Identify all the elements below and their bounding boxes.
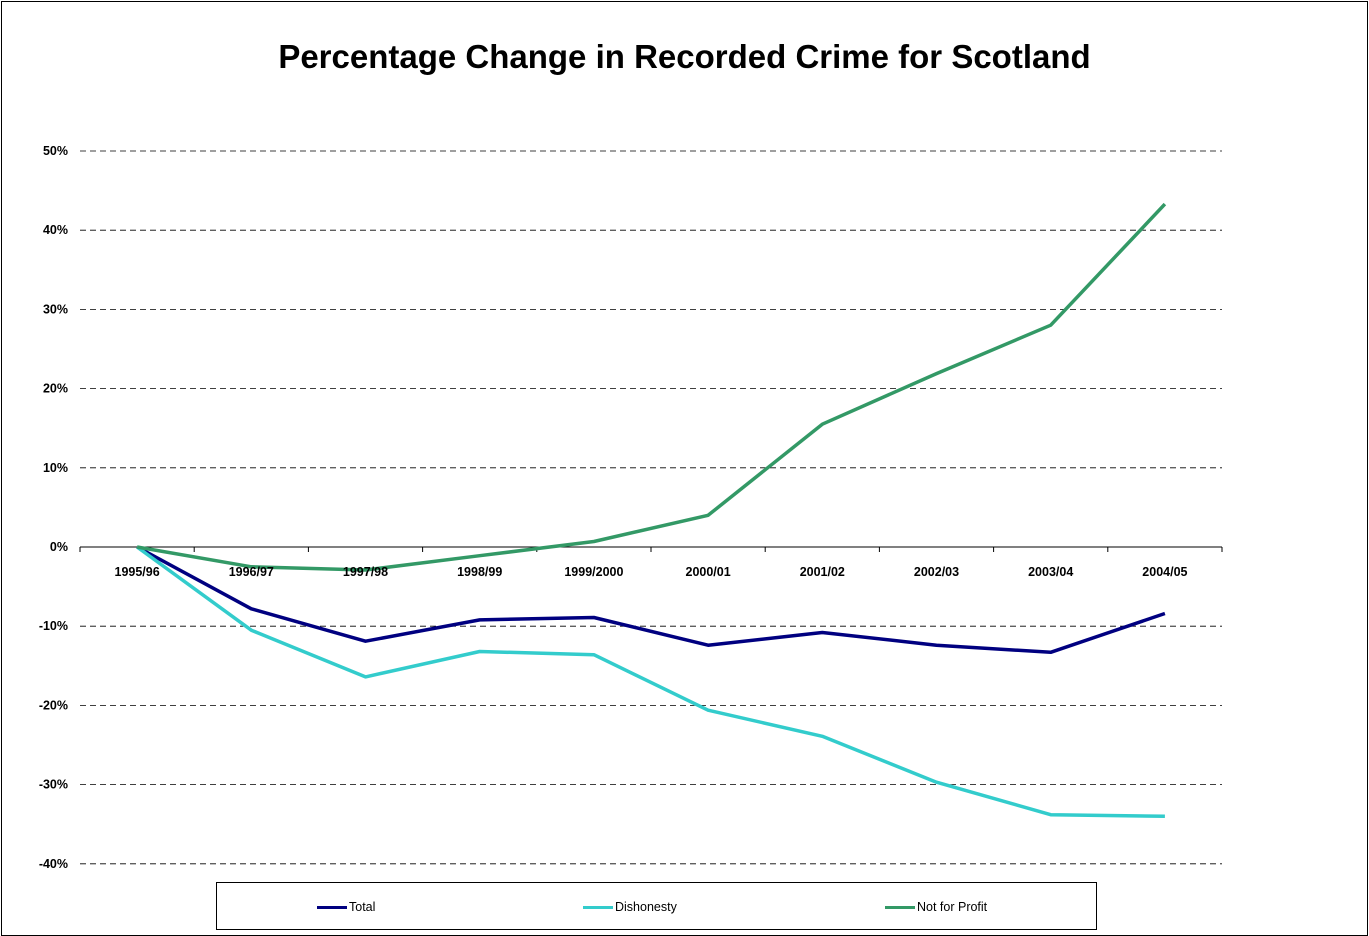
x-tick-label: 1996/97 xyxy=(229,565,274,579)
x-tick-label: 2003/04 xyxy=(1028,565,1073,579)
axes xyxy=(79,546,1223,552)
series-line-not-for-profit xyxy=(136,202,1167,572)
y-tick-label: 40% xyxy=(43,223,68,237)
chart-title: Percentage Change in Recorded Crime for … xyxy=(278,38,1091,75)
legend-item-dishonesty: Dishonesty xyxy=(583,899,677,915)
y-axis-tick-labels: 50% 40% 30% 20% 10% 0% -10% -20% -30% -40% xyxy=(39,144,68,871)
legend-item-not-for-profit: Not for Profit xyxy=(885,899,987,915)
legend-label-not-for-profit: Not for Profit xyxy=(917,900,988,914)
legend-swatch-not-for-profit xyxy=(885,905,915,909)
x-tick-label: 2001/02 xyxy=(800,565,845,579)
legend: Total Dishonesty Not for Profit xyxy=(216,882,1097,930)
y-tick-label: 10% xyxy=(43,461,68,475)
y-tick-label: 20% xyxy=(43,382,68,396)
y-tick-label: -40% xyxy=(39,857,68,871)
series-line-dishonesty xyxy=(136,545,1165,819)
y-tick-label: 0% xyxy=(50,540,68,554)
x-tick-label: 1995/96 xyxy=(115,565,160,579)
legend-label-total: Total xyxy=(349,900,376,914)
y-tick-label: 50% xyxy=(43,144,68,158)
series-line-total xyxy=(136,545,1166,655)
y-tick-label: -10% xyxy=(39,619,68,633)
y-tick-label: -30% xyxy=(39,778,68,792)
y-tick-label: -20% xyxy=(39,698,68,712)
series-lines xyxy=(136,202,1167,819)
x-tick-label: 1997/98 xyxy=(343,565,388,579)
x-tick-label: 1998/99 xyxy=(457,565,502,579)
x-tick-label: 2000/01 xyxy=(686,565,731,579)
x-tick-label: 2002/03 xyxy=(914,565,959,579)
legend-label-dishonesty: Dishonesty xyxy=(615,900,677,914)
legend-swatch-dishonesty xyxy=(583,905,613,909)
y-tick-label: 30% xyxy=(43,302,68,316)
x-tick-label: 2004/05 xyxy=(1142,565,1187,579)
x-axis-tick-labels: 1995/96 1996/97 1997/98 1998/99 1999/2000 200… xyxy=(115,565,1188,579)
legend-item-total: Total xyxy=(317,899,375,915)
x-tick-label: 1999/2000 xyxy=(564,565,623,579)
gridlines xyxy=(80,150,1222,865)
legend-swatch-total xyxy=(317,905,347,909)
